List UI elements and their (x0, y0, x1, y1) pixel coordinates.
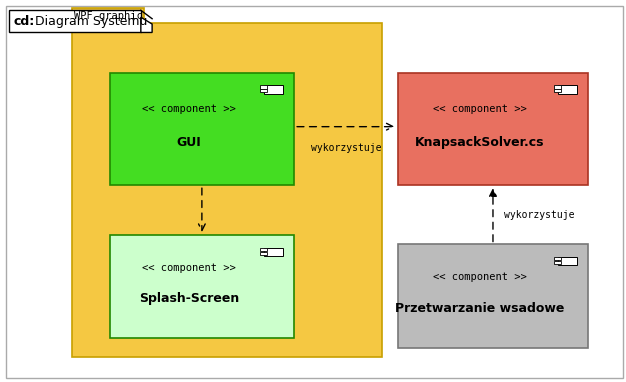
FancyBboxPatch shape (398, 73, 588, 185)
FancyBboxPatch shape (9, 10, 141, 32)
Text: Splash-Screen: Splash-Screen (139, 292, 239, 305)
Text: << component >>: << component >> (433, 272, 526, 282)
FancyBboxPatch shape (110, 73, 294, 185)
FancyBboxPatch shape (264, 85, 283, 94)
FancyBboxPatch shape (260, 86, 267, 89)
FancyBboxPatch shape (558, 257, 577, 265)
FancyBboxPatch shape (554, 257, 562, 261)
FancyBboxPatch shape (554, 89, 562, 92)
FancyBboxPatch shape (554, 86, 562, 89)
Text: WPF graphic: WPF graphic (74, 11, 142, 21)
FancyBboxPatch shape (264, 248, 283, 256)
FancyBboxPatch shape (554, 261, 562, 264)
FancyBboxPatch shape (558, 85, 577, 94)
Text: << component >>: << component >> (142, 263, 236, 273)
Text: wykorzystuje: wykorzystuje (310, 143, 381, 153)
FancyBboxPatch shape (260, 252, 267, 255)
FancyBboxPatch shape (260, 89, 267, 92)
Text: GUI: GUI (177, 136, 202, 149)
Polygon shape (141, 17, 152, 32)
Text: Przetwarzanie wsadowe: Przetwarzanie wsadowe (395, 302, 564, 315)
Text: Diagram Systemu: Diagram Systemu (31, 15, 148, 28)
Text: << component >>: << component >> (433, 104, 526, 113)
Text: << component >>: << component >> (142, 104, 236, 113)
Text: wykorzystuje: wykorzystuje (505, 210, 575, 220)
Text: KnapsackSolver.cs: KnapsackSolver.cs (415, 136, 545, 149)
FancyBboxPatch shape (72, 23, 382, 357)
FancyBboxPatch shape (6, 6, 623, 378)
FancyBboxPatch shape (72, 8, 144, 23)
FancyBboxPatch shape (398, 244, 588, 348)
Text: cd:: cd: (14, 15, 35, 28)
FancyBboxPatch shape (110, 235, 294, 338)
FancyBboxPatch shape (260, 248, 267, 251)
